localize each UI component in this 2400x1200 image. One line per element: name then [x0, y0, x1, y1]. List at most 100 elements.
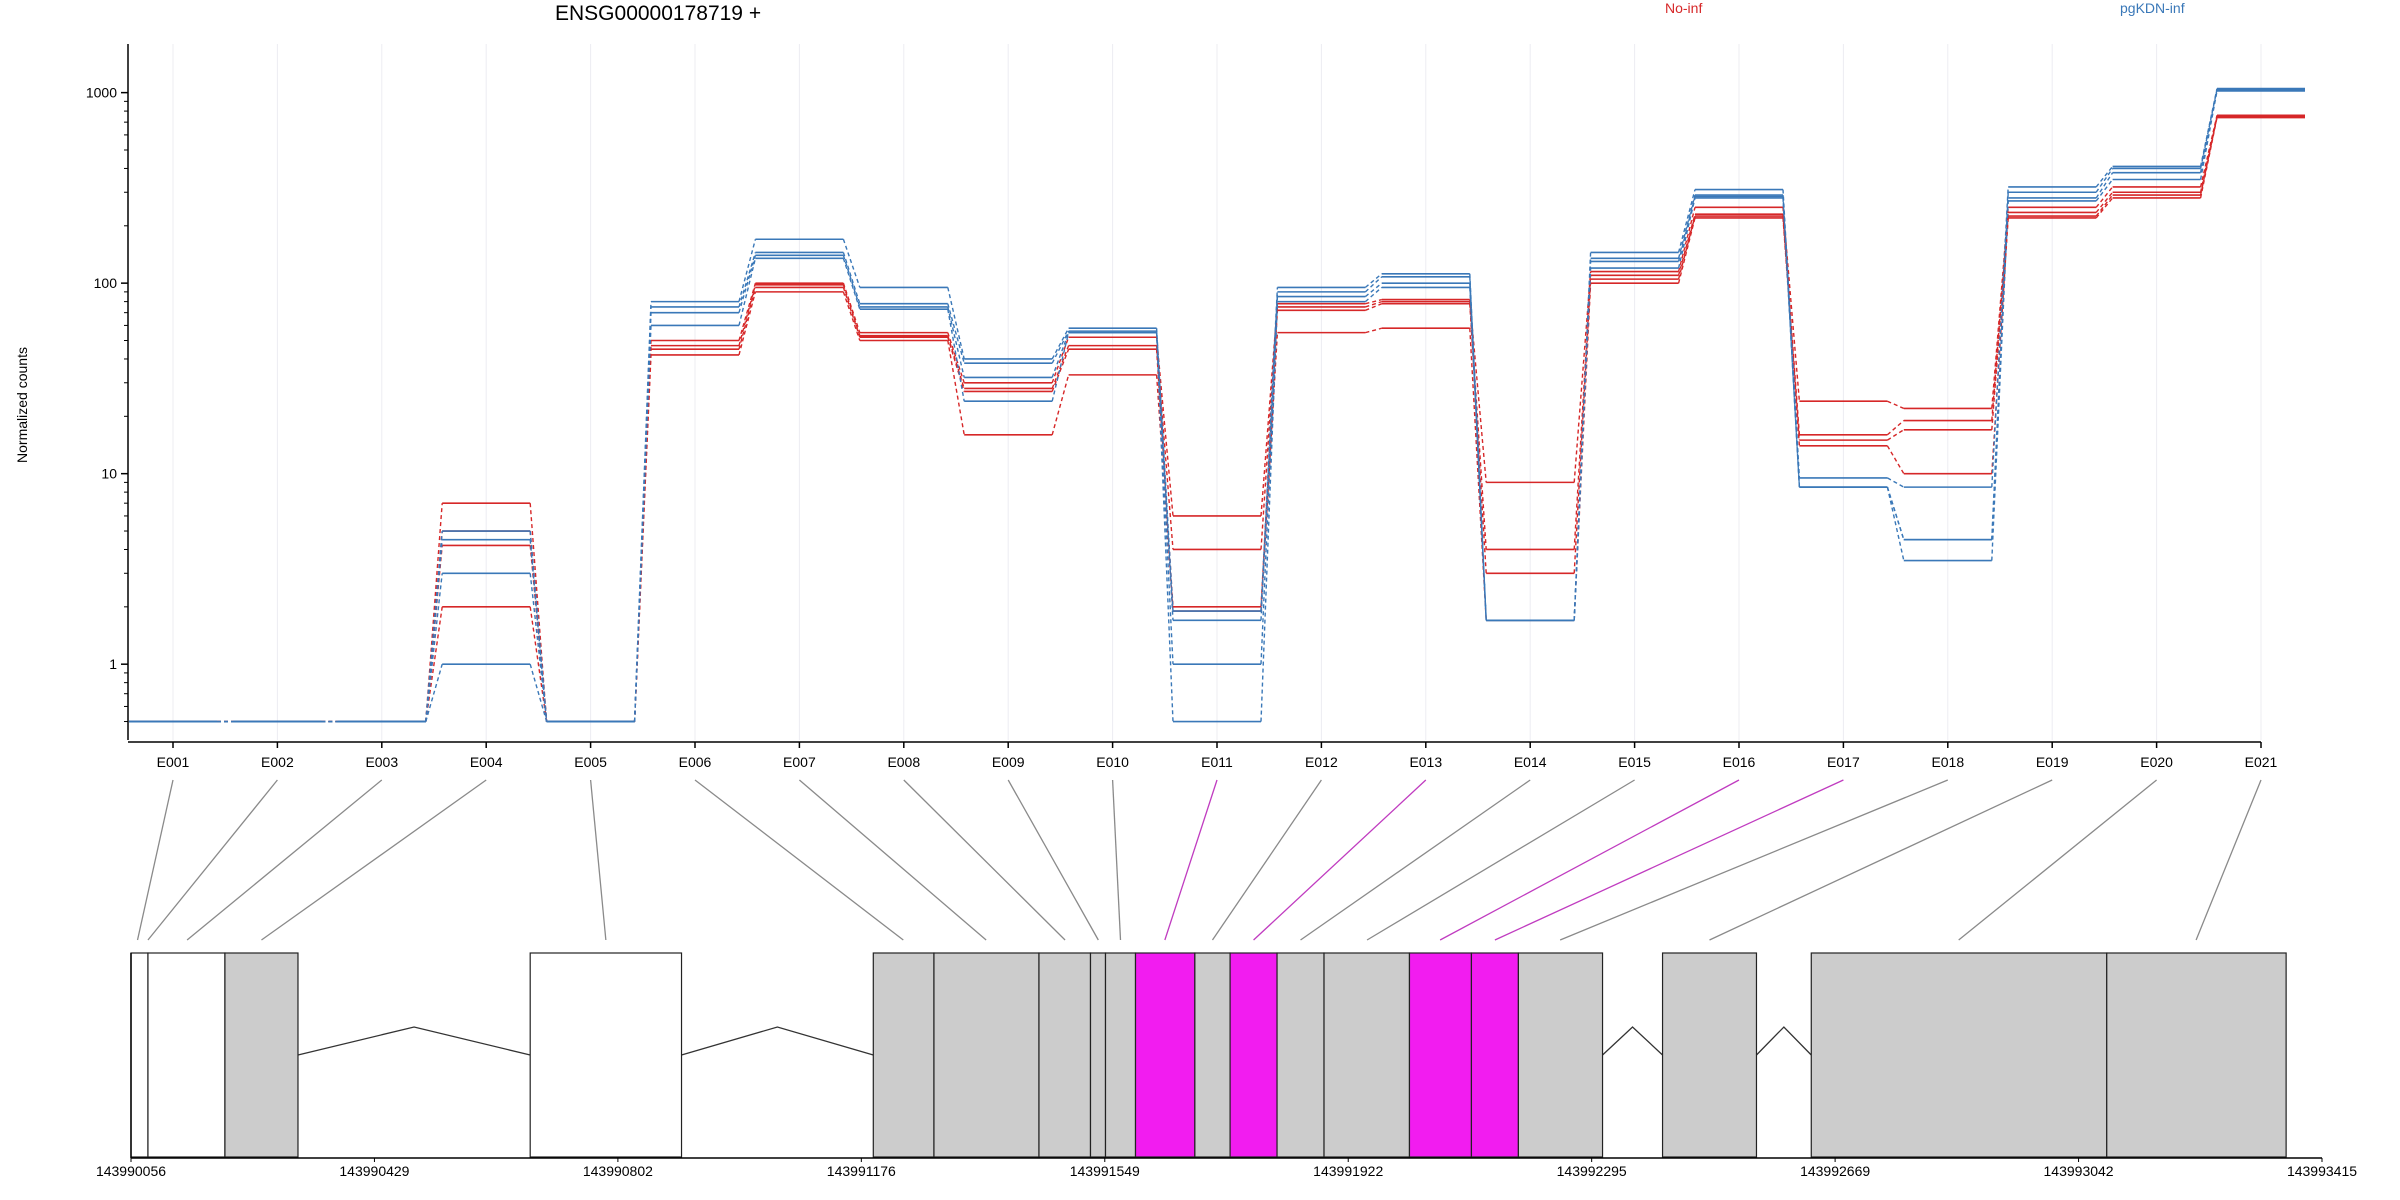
- series-connector: [1991, 186, 2009, 488]
- series-connector: [1886, 420, 1905, 436]
- series-connector: [2095, 186, 2114, 208]
- x-tick-label-E018: E018: [1931, 754, 1964, 770]
- exon-box-E001: [130, 952, 149, 1158]
- series-connector: [947, 306, 965, 378]
- series-connector: [842, 282, 861, 333]
- series-connector: [1677, 217, 1696, 284]
- connector-E010: [1111, 779, 1122, 941]
- series-connector: [1677, 215, 1696, 280]
- series-connector: [1155, 331, 1174, 621]
- exon-box-E011: [1134, 952, 1196, 1158]
- series-connector: [947, 287, 965, 360]
- legend-item-pgkdn-inf: pgKDN-inf: [2120, 0, 2185, 16]
- series-connector: [1573, 271, 1592, 483]
- exon-box-E009: [1089, 952, 1107, 1158]
- x-tick-label-E001: E001: [157, 754, 190, 770]
- series-connector: [1364, 273, 1383, 288]
- connector-E009: [1007, 779, 1099, 941]
- exon-box-E003: [224, 952, 299, 1158]
- y-tick-label: 100: [94, 275, 118, 291]
- genomic-tick-label: 143990429: [339, 1163, 409, 1179]
- intron-0: [297, 1026, 531, 1056]
- genomic-tick-label: 143993042: [2044, 1163, 2114, 1179]
- series-connector: [1155, 345, 1174, 550]
- exon-box-E010: [1104, 952, 1137, 1158]
- x-tick-label-E005: E005: [574, 754, 607, 770]
- connector-E018: [1559, 779, 1949, 941]
- series-connector: [2095, 191, 2114, 213]
- exon-box-E007: [933, 952, 1040, 1158]
- series-connector: [1260, 306, 1279, 550]
- series-connector: [1364, 286, 1383, 303]
- connector-E017: [1494, 779, 1844, 941]
- series-connector: [842, 255, 861, 308]
- series-connector: [2095, 179, 2114, 202]
- exon-box-E018: [1517, 952, 1604, 1158]
- series-connector: [1887, 429, 1905, 441]
- exon-box-E014: [1276, 952, 1325, 1158]
- genomic-tick-label: 143992669: [1800, 1163, 1870, 1179]
- x-tick-label-E007: E007: [783, 754, 816, 770]
- intron-3: [1756, 1026, 1812, 1056]
- exon-box-E008: [1038, 952, 1092, 1158]
- x-tick-label-E013: E013: [1409, 754, 1442, 770]
- x-tick-label-E017: E017: [1827, 754, 1860, 770]
- x-tick-label-E014: E014: [1514, 754, 1547, 770]
- connector-E019: [1709, 779, 2053, 941]
- series-connector: [2095, 168, 2114, 193]
- y-tick-label: 1: [109, 656, 117, 672]
- connector-E016: [1439, 779, 1740, 941]
- series-connector: [1782, 207, 1801, 402]
- x-tick-label-E006: E006: [679, 754, 712, 770]
- series-connector: [2095, 197, 2114, 219]
- exon-box-E017: [1470, 952, 1519, 1158]
- series-connector: [738, 287, 757, 350]
- series-connector: [738, 252, 757, 308]
- axes: 1 10 100 1000 E001 E002 E003 E004 E005 E006 E007 E0…: [86, 44, 2278, 770]
- series-connector: [1155, 332, 1174, 722]
- series-connector: [529, 663, 548, 722]
- series-connector: [425, 606, 443, 722]
- series-connector: [1051, 330, 1070, 364]
- series-connector: [1051, 348, 1070, 392]
- connector-E003: [186, 779, 383, 941]
- series-connector: [842, 287, 861, 338]
- series-connector: [1573, 275, 1592, 550]
- genomic-tick-label: 143993415: [2287, 1163, 2357, 1179]
- exon-box-E013: [1229, 952, 1278, 1158]
- connector-E020: [1958, 779, 2158, 941]
- x-tick-label-E021: E021: [2245, 754, 2278, 770]
- series-connector: [1051, 374, 1070, 435]
- series-connector: [1260, 301, 1279, 722]
- series-connector: [1051, 327, 1070, 360]
- series-connector: [1365, 300, 1383, 308]
- exon-box-E019: [1661, 952, 1758, 1158]
- series-connector: [1677, 207, 1696, 272]
- series-connector: [1260, 332, 1279, 612]
- series-connector: [1886, 486, 1905, 540]
- y-tick-label: 1000: [86, 85, 117, 101]
- intron-2: [1602, 1026, 1663, 1056]
- x-tick-label-E004: E004: [470, 754, 503, 770]
- series-connector: [842, 258, 861, 310]
- exon-box-E020: [1810, 952, 2108, 1158]
- series-connector: [947, 309, 965, 402]
- connector-E002: [147, 779, 278, 941]
- series-connector: [1051, 332, 1070, 378]
- genomic-axis: 143990056 143990429 143990802 143991176 1439…: [96, 953, 2357, 1179]
- series-connector: [425, 663, 443, 722]
- series-connector: [1051, 337, 1070, 384]
- series-connector: [947, 303, 965, 364]
- exon-box-E012: [1194, 952, 1231, 1158]
- y-tick-label: 10: [101, 466, 117, 482]
- series-connector: [1155, 332, 1174, 665]
- connector-E001: [136, 779, 174, 941]
- series-connector: [633, 325, 652, 722]
- intron-1: [681, 1026, 874, 1056]
- series-7: [129, 90, 2305, 723]
- series-connector: [1365, 298, 1382, 305]
- series-connector: [738, 282, 757, 341]
- exon-connectors: [136, 779, 2262, 941]
- genomic-tick-label: 143990056: [96, 1163, 166, 1179]
